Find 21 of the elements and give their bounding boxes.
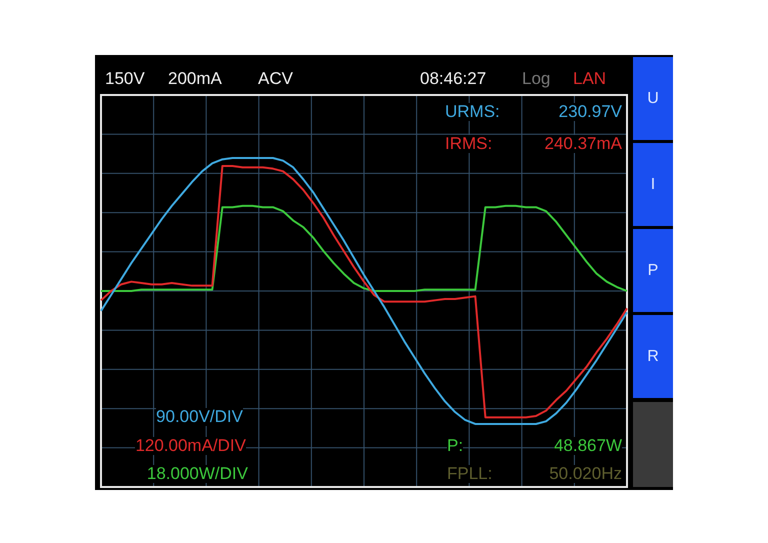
annotation: 90.00V/DIV bbox=[156, 407, 243, 426]
text: 50.020Hz bbox=[549, 464, 622, 483]
text: Log bbox=[522, 69, 550, 88]
text: P: bbox=[447, 436, 464, 455]
text: 120.00mA/DIV bbox=[135, 436, 246, 455]
text: R bbox=[633, 315, 673, 398]
text: 240.37mA bbox=[544, 134, 622, 153]
text: URMS: bbox=[445, 102, 500, 121]
text: FPLL: bbox=[447, 464, 492, 483]
text: 150V bbox=[105, 69, 145, 88]
text: 200mA bbox=[168, 69, 222, 88]
text: ACV bbox=[258, 69, 293, 88]
text: IRMS: bbox=[445, 134, 492, 153]
text: I bbox=[633, 143, 673, 226]
text: P bbox=[633, 229, 673, 312]
text: 230.97V bbox=[558, 102, 622, 121]
text: LAN bbox=[573, 69, 606, 88]
text: 08:46:27 bbox=[420, 69, 486, 88]
text: U bbox=[633, 57, 673, 140]
text: 48.867W bbox=[554, 436, 622, 455]
text: 18.000W/DIV bbox=[146, 464, 248, 483]
